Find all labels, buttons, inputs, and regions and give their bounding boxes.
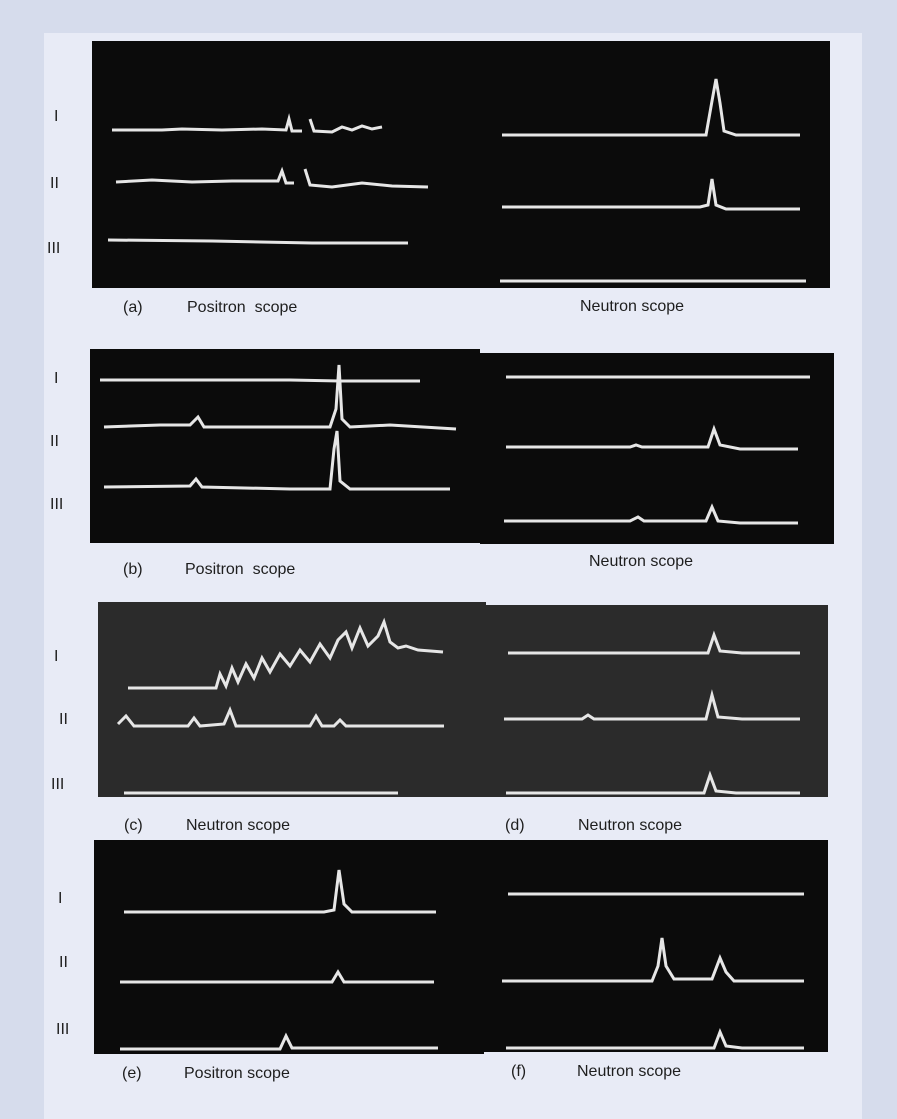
- trace-b-III: [103, 430, 450, 491]
- neutron-label-c: Neutron scope: [186, 817, 291, 834]
- panel-letter-a: (a): [123, 299, 143, 316]
- neutron-scope-c: [98, 602, 486, 797]
- trace-f-II: [502, 937, 804, 983]
- trace-label-I: I: [54, 370, 59, 387]
- trace-label-I: I: [54, 108, 59, 125]
- positron-scope-e: [94, 840, 484, 1054]
- trace-label-I: I: [54, 648, 59, 665]
- trace-label-III: III: [50, 496, 64, 513]
- positron-scope-a: [92, 41, 478, 288]
- neutron-scope-a: [476, 41, 830, 288]
- trace-label-III: III: [51, 776, 65, 793]
- trace-b-n-III: [504, 503, 798, 525]
- trace-d-III: [506, 770, 800, 795]
- trace-label-III: III: [47, 240, 61, 257]
- neutron-label-f: Neutron scope: [577, 1063, 682, 1080]
- figure-frame: I II III (a) Positron scope Neutron scop…: [44, 33, 862, 1119]
- positron-label-a: Positron scope: [187, 299, 298, 316]
- trace-b-I: [100, 378, 420, 383]
- trace-label-II: II: [59, 954, 68, 971]
- trace-e-II: [120, 969, 434, 984]
- trace-b-II: [103, 364, 457, 431]
- neutron-label-a: Neutron scope: [580, 298, 685, 315]
- trace-a-I: [112, 113, 383, 134]
- trace-a-II: [115, 166, 429, 189]
- trace-c-II: [116, 705, 444, 728]
- neutron-scope-b: [480, 353, 834, 544]
- trace-b-n-II: [506, 424, 798, 451]
- neutron-scope-d: [482, 605, 828, 797]
- trace-label-III: III: [56, 1021, 70, 1038]
- panel-letter-f: (f): [511, 1063, 527, 1080]
- trace-c-I: [128, 617, 444, 690]
- trace-f-III: [506, 1027, 804, 1050]
- trace-label-I: I: [58, 890, 63, 907]
- panel-letter-d: (d): [505, 817, 525, 834]
- panel-letter-c: (c): [124, 817, 143, 834]
- trace-a-n-I: [502, 78, 800, 137]
- trace-e-I: [124, 869, 436, 914]
- trace-label-II: II: [59, 711, 68, 728]
- trace-e-III: [120, 1032, 438, 1051]
- positron-label-b: Positron scope: [185, 561, 296, 578]
- trace-a-n-II: [502, 178, 800, 211]
- positron-label-e: Positron scope: [184, 1065, 290, 1082]
- neutron-label-b: Neutron scope: [589, 553, 694, 570]
- trace-d-I: [508, 630, 800, 655]
- trace-label-II: II: [50, 175, 59, 192]
- neutron-scope-f: [482, 840, 828, 1052]
- trace-d-II: [504, 689, 800, 721]
- panel-letter-e: (e): [122, 1065, 142, 1082]
- neutron-label-d: Neutron scope: [578, 817, 683, 834]
- positron-scope-b: [90, 349, 480, 543]
- panel-letter-b: (b): [123, 561, 143, 578]
- trace-a-III: [107, 238, 408, 245]
- trace-label-II: II: [50, 433, 59, 450]
